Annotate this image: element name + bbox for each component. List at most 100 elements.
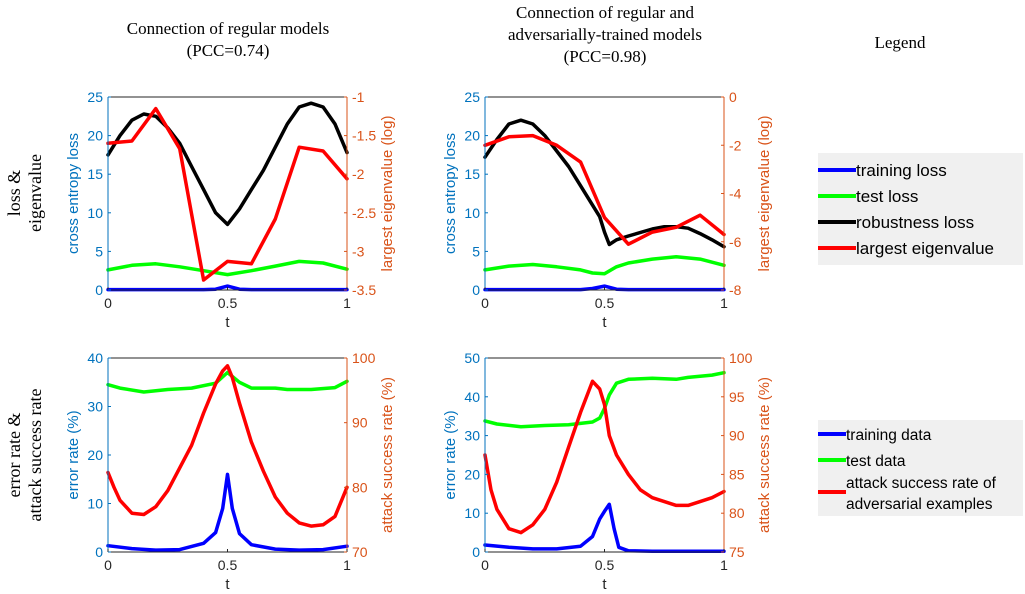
chart-2-ytick-label: 5 [472, 243, 480, 259]
col-title-1-line-1: Connection of regular models [127, 19, 330, 38]
chart-4-ytick-label: 0 [472, 544, 480, 560]
legend-label-attack-success-line-1: attack success rate of [846, 475, 997, 492]
chart-2-ylabel-right: largest eigenvalue (log) [756, 116, 773, 272]
chart-1-series-line-4 [106, 106, 349, 282]
chart-4-ytick-right-label: 85 [729, 466, 745, 482]
chart-1-ytick-label: 20 [87, 128, 103, 144]
row-title-1-line-2: eigenvalue [25, 154, 45, 232]
chart-4-ytick-right-label: 95 [729, 389, 745, 405]
chart-3-ytick-label: 40 [87, 350, 103, 366]
chart-4-ytick-right-label: 100 [729, 350, 753, 366]
chart-4-xtick-label: 0.5 [595, 557, 615, 573]
chart-3-series-line-2 [106, 370, 349, 394]
col-title-legend: Legend [875, 33, 926, 52]
chart-2-ytick-label: 10 [464, 205, 480, 221]
chart-4-ylabel: error rate (%) [442, 410, 459, 499]
chart-1-xtick-label: 0 [104, 295, 112, 311]
col-title-2-line-1: Connection of regular and [516, 3, 694, 22]
chart-1-ytick-label: 0 [95, 282, 103, 298]
chart-3-ytick-right-label: 70 [352, 544, 368, 560]
chart-2-ytick-label: 0 [472, 282, 480, 298]
chart-1-ytick-label: 10 [87, 205, 103, 221]
chart-4-ylabel-right: attack success rate (%) [756, 377, 773, 533]
chart-4-series-line-1 [483, 502, 726, 553]
row-title-2-line-2: attack success rate [25, 389, 45, 522]
chart-3-xtick-label: 0.5 [218, 557, 238, 573]
chart-1-ytick-label: 25 [87, 89, 103, 105]
chart-2-xtick-label: 1 [720, 295, 728, 311]
chart-4-xtick-label: 1 [720, 557, 728, 573]
chart-3-ytick-label: 20 [87, 447, 103, 463]
chart-3-xtick-label: 1 [343, 557, 351, 573]
chart-1-ylabel-right: largest eigenvalue (log) [379, 116, 396, 272]
legend-label-largest-eigenvalue: largest eigenvalue [856, 239, 994, 258]
legend-label-training-loss: training loss [856, 161, 947, 180]
row-title-2-line-1: error rate & [4, 413, 24, 498]
chart-1-xtick-label: 1 [343, 295, 351, 311]
chart-3-ylabel: error rate (%) [65, 410, 82, 499]
chart-1-ytick-label: 15 [87, 166, 103, 182]
chart-1-xtick-label: 0.5 [218, 295, 238, 311]
chart-1-xlabel: t [225, 314, 230, 331]
chart-2-ytick-right-label: -4 [729, 186, 742, 202]
legend-label-training-data: training data [846, 427, 932, 444]
column-titles: Connection of regular models (PCC=0.74) … [127, 3, 926, 66]
chart-4-xtick-label: 0 [481, 557, 489, 573]
chart-3-ylabel-right: attack success rate (%) [379, 377, 396, 533]
chart-2-xtick-label: 0 [481, 295, 489, 311]
chart-2-ytick-right-label: -8 [729, 282, 742, 298]
legend-label-attack-success-line-2: adversarial examples [846, 496, 993, 513]
legend-label-robustness-loss: robustness loss [856, 213, 974, 232]
col-title-2-line-3: (PCC=0.98) [564, 47, 647, 66]
col-title-1-line-2: (PCC=0.74) [187, 41, 270, 60]
chart-3-series-line-1 [106, 472, 349, 552]
chart-2-series-line-3 [483, 118, 726, 249]
chart-2-ytick-label: 25 [464, 89, 480, 105]
chart-2-ytick-right-label: -2 [729, 137, 742, 153]
chart-4-ytick-right-label: 90 [729, 428, 745, 444]
chart-3-ytick-label: 10 [87, 496, 103, 512]
chart-4-ytick-label: 30 [464, 428, 480, 444]
chart-2-ytick-label: 20 [464, 128, 480, 144]
chart-3-xlabel: t [225, 576, 230, 593]
chart-1-series-line-3 [106, 101, 349, 227]
chart-1-ytick-right-label: -1.5 [352, 128, 376, 144]
chart-2-ytick-right-label: -6 [729, 234, 742, 250]
chart-3-ytick-right-label: 80 [352, 479, 368, 495]
chart-3-series-line-3 [106, 364, 349, 528]
chart-4-series-line-2 [483, 370, 726, 429]
chart-1-ytick-right-label: -3.5 [352, 282, 376, 298]
chart-2-series-line-4 [483, 133, 726, 246]
legend-bottom-box [818, 420, 1023, 516]
chart-1-ytick-right-label: -2.5 [352, 205, 376, 221]
plots: 0 0.5 10510152025-3.5-3-2.5-2-1.5-1tcross … [65, 89, 773, 593]
chart-4-series-line-3 [483, 379, 726, 535]
chart-2-ytick-right-label: 0 [729, 89, 737, 105]
chart-4-ytick-label: 10 [464, 505, 480, 521]
chart-1-ytick-right-label: -3 [352, 243, 365, 259]
chart-4-ytick-label: 20 [464, 466, 480, 482]
chart-4-xlabel: t [602, 576, 607, 593]
chart-4-ytick-label: 50 [464, 350, 480, 366]
chart-1-ylabel: cross entropy loss [65, 133, 82, 254]
legend-top: training loss test loss robustness loss … [818, 153, 1023, 265]
legend-label-test-data: test data [846, 453, 906, 470]
chart-3-xtick-label: 0 [104, 557, 112, 573]
chart-2-ytick-label: 15 [464, 166, 480, 182]
chart-2-xtick-label: 0.5 [595, 295, 615, 311]
chart-3-ytick-label: 0 [95, 544, 103, 560]
row-titles: loss & eigenvalue error rate & attack su… [4, 154, 45, 521]
chart-1-ytick-right-label: -1 [352, 89, 365, 105]
legend-bottom: training data test data attack success r… [818, 420, 1023, 516]
chart-2-ylabel: cross entropy loss [442, 133, 459, 254]
chart-1-ytick-right-label: -2 [352, 166, 365, 182]
col-title-2-line-2: adversarially-trained models [508, 25, 702, 44]
chart-2-xlabel: t [602, 314, 607, 331]
legend-label-test-loss: test loss [856, 187, 918, 206]
chart-1: 0 0.5 10510152025-3.5-3-2.5-2-1.5-1tcross … [65, 89, 396, 331]
chart-4-ytick-label: 40 [464, 389, 480, 405]
